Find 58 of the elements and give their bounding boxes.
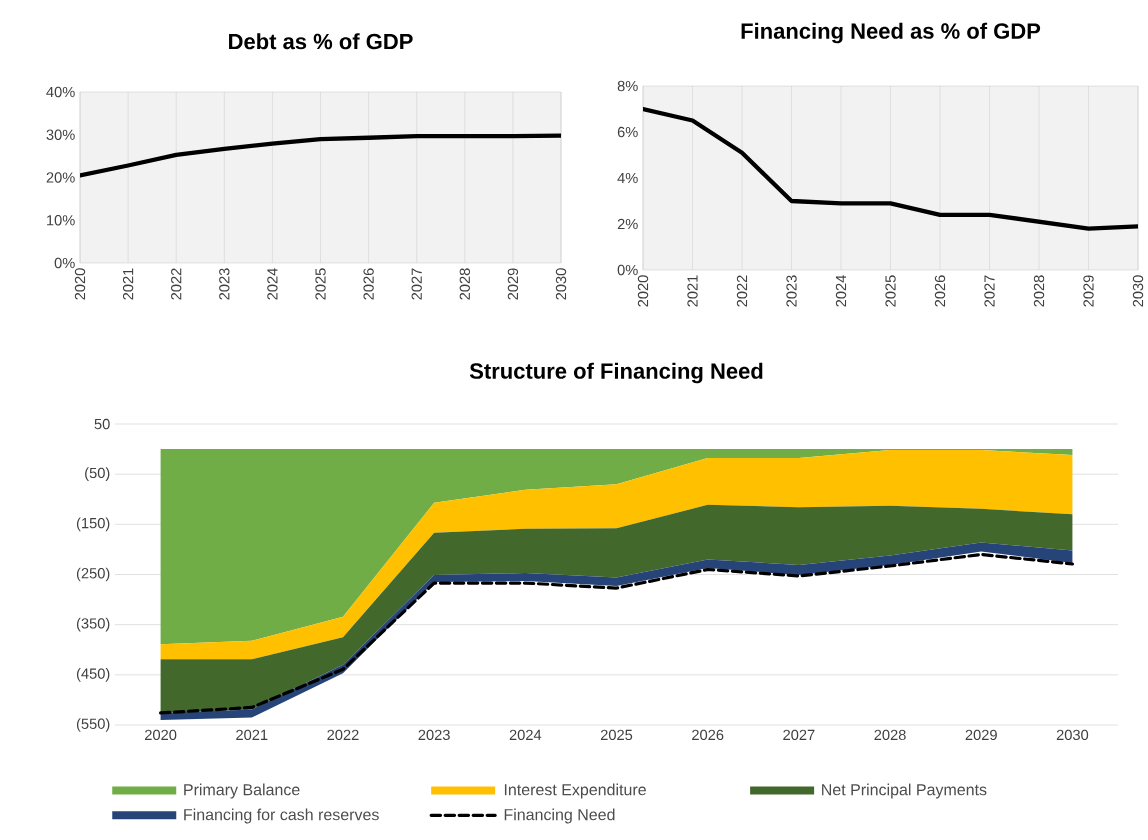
x-tick-label: 2029 [507, 268, 519, 300]
x-tick-label: 2022 [736, 275, 748, 307]
x-tick-label: 2021 [236, 729, 268, 741]
chart-title: Structure of Financing Need [469, 362, 763, 384]
x-tick-label: 2029 [965, 729, 997, 741]
y-tick-label: 10% [47, 215, 75, 226]
legend-label: Financing Need [504, 808, 615, 824]
x-tick-label: 2028 [459, 268, 470, 300]
x-tick-label: 2024 [267, 268, 278, 300]
y-tick-label: (450) [76, 668, 110, 682]
x-tick-label: 2020 [145, 729, 177, 741]
chart-title: Debt as % of GDP [229, 33, 413, 50]
legend-label: Net Principal Payments [822, 783, 987, 799]
y-tick-label: 2% [617, 218, 638, 230]
chart-title: Financing Need as % of GDP [741, 22, 1041, 44]
y-tick-label: 50 [94, 418, 110, 430]
y-tick-label: (350) [76, 617, 110, 632]
y-tick-label: 0% [617, 264, 638, 276]
x-tick-label: 2025 [600, 729, 633, 741]
x-tick-label: 2029 [1083, 275, 1094, 307]
x-tick-label: 2021 [687, 275, 698, 307]
y-tick-label: 30% [46, 129, 75, 140]
x-tick-label: 2026 [692, 729, 724, 741]
y-tick-label: 4% [617, 172, 638, 184]
y-tick-label: 8% [617, 80, 638, 92]
x-tick-label: 2028 [1033, 275, 1045, 307]
x-tick-label: 2027 [783, 729, 815, 741]
y-tick-label: 6% [617, 126, 638, 138]
x-tick-label: 2020 [74, 268, 86, 300]
x-tick-label: 2030 [555, 268, 567, 300]
x-tick-label: 2023 [219, 268, 230, 300]
y-tick-label: 0% [54, 257, 75, 269]
x-tick-label: 2020 [637, 275, 649, 307]
x-tick-label: 2023 [418, 729, 450, 741]
x-tick-label: 2024 [509, 729, 542, 741]
x-tick-label: 2023 [786, 275, 797, 307]
y-tick-label: (550) [76, 718, 110, 732]
x-tick-label: 2028 [874, 729, 906, 741]
x-tick-label: 2027 [411, 268, 422, 300]
legend-label: Financing for cash reserves [184, 808, 379, 824]
x-tick-label: 2026 [934, 275, 946, 307]
x-tick-label: 2022 [327, 729, 359, 741]
y-tick-label: 20% [46, 172, 75, 183]
y-tick-label: (250) [76, 567, 110, 582]
legend-label: Interest Expenditure [504, 783, 646, 799]
y-tick-label: 40% [46, 86, 75, 98]
y-tick-label: (50) [85, 467, 110, 481]
x-tick-label: 2025 [885, 275, 896, 307]
x-tick-label: 2027 [984, 275, 995, 307]
y-tick-label: (150) [76, 517, 110, 532]
x-tick-label: 2021 [122, 268, 134, 300]
x-tick-label: 2026 [363, 268, 374, 300]
x-tick-label: 2030 [1056, 729, 1089, 741]
x-tick-label: 2024 [835, 275, 847, 307]
x-tick-label: 2025 [315, 268, 326, 300]
legend-label: Primary Balance [184, 783, 300, 799]
x-tick-label: 2030 [1132, 275, 1144, 307]
x-tick-label: 2022 [171, 268, 182, 300]
